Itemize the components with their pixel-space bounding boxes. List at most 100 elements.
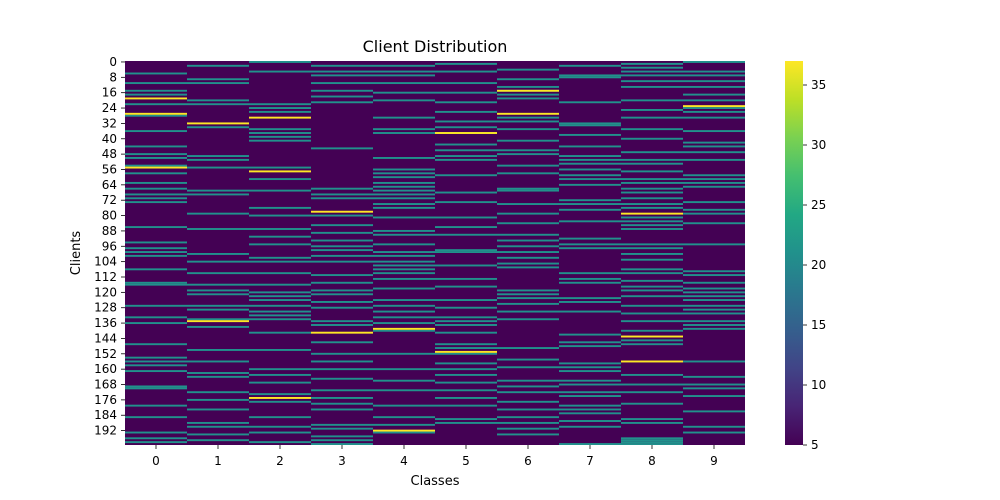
y-tick-label: 184 [94,408,117,422]
heatmap-cell [683,222,745,225]
heatmap-cell [311,389,373,392]
heatmap-cell [559,370,621,373]
heatmap-cell [559,277,621,280]
heatmap-cell [559,408,621,411]
heatmap-cell [125,404,187,407]
heatmap-cell [497,189,559,192]
heatmap-cell [559,155,621,157]
heatmap-cell [249,139,311,142]
heatmap-cell [125,226,187,229]
heatmap-cell-high [311,210,373,213]
y-tick-label: 144 [94,331,117,345]
heatmap-cell [559,74,621,77]
heatmap-cell-high [187,320,249,323]
heatmap-cell [125,370,187,373]
heatmap-cell [621,181,683,184]
heatmap-cell [559,362,621,365]
heatmap-cell [497,120,559,123]
heatmap-cell [311,397,373,399]
heatmap-cell [435,299,497,301]
heatmap-cell [497,128,559,131]
heatmap-cell [621,170,683,173]
heatmap-cell [497,297,559,300]
heatmap-cell [559,220,621,223]
heatmap-cell [497,416,559,419]
heatmap-cell [249,272,311,275]
heatmap-cell [311,289,373,292]
heatmap-cell [683,308,745,311]
heatmap-cell [249,260,311,263]
heatmap-cell [311,293,373,296]
heatmap-cell [559,310,621,313]
heatmap-cell [435,82,497,85]
heatmap-cell [311,239,373,242]
heatmap-cell [187,293,249,296]
heatmap-cell [621,373,683,376]
heatmap-cell [435,174,497,177]
heatmap-cell [621,162,683,165]
heatmap-cell [187,64,249,67]
heatmap-cell [249,283,311,286]
heatmap-cell [435,285,497,288]
heatmap-cell [435,404,497,407]
heatmap-cell [621,137,683,140]
y-tick-label: 88 [102,224,117,238]
heatmap-cell [125,197,187,200]
y-tick-label: 0 [109,55,117,69]
heatmap-cell [125,441,187,444]
heatmap-cell [373,128,435,131]
heatmap-cell [621,279,683,282]
heatmap-cell [125,103,187,106]
heatmap-cell [187,360,249,363]
heatmap-cell [621,443,683,445]
heatmap-cell [621,99,683,102]
heatmap-cell [373,74,435,77]
heatmap-cell [683,212,745,215]
heatmap-cell [187,349,249,351]
heatmap-cell [311,82,373,85]
heatmap-cell [559,122,621,125]
heatmap-cell [497,385,559,388]
heatmap-cell [249,166,311,169]
heatmap-cell [311,249,373,252]
heatmap-cell [621,191,683,194]
heatmap-cell [249,178,311,181]
y-tick-label: 16 [102,86,117,100]
heatmap-cell [683,130,745,133]
heatmap-cell [497,391,559,394]
x-axis-ticks: 0 1 2 3 4 5 6 7 8 9 [152,445,718,468]
y-tick-label: 152 [94,347,117,361]
colorbar-tick-label: 25 [811,198,826,212]
heatmap-cell [373,404,435,407]
heatmap-cell [435,381,497,384]
heatmap-cell [311,281,373,284]
heatmap-cell [373,310,435,313]
heatmap-cell [621,151,683,154]
heatmap-cell [187,126,249,129]
heatmap-cell [249,400,311,403]
x-tick-label: 7 [586,454,594,468]
heatmap-cell [187,212,249,215]
heatmap-cell [435,91,497,94]
heatmap-cell-high [497,89,559,92]
y-tick-label: 104 [94,255,117,269]
heatmap-cell [497,78,559,81]
heatmap-cell [311,274,373,277]
heatmap-cell [683,395,745,397]
heatmap-cell [683,110,745,113]
heatmap-cell [621,421,683,424]
heatmap-cell-high [683,105,745,108]
heatmap-cell [497,85,559,88]
heatmap-cell [497,400,559,403]
heatmap-cell [435,70,497,73]
heatmap-cell [621,339,683,342]
heatmap-cell [621,285,683,288]
heatmap-cell [187,421,249,424]
heatmap-cell [559,178,621,181]
heatmap-cell-high [249,397,311,399]
heatmap-cell [497,139,559,142]
heatmap-cell [621,437,683,440]
heatmap-cell [497,427,559,430]
heatmap-cell [311,231,373,234]
heatmap-column-class-7 [559,61,621,445]
